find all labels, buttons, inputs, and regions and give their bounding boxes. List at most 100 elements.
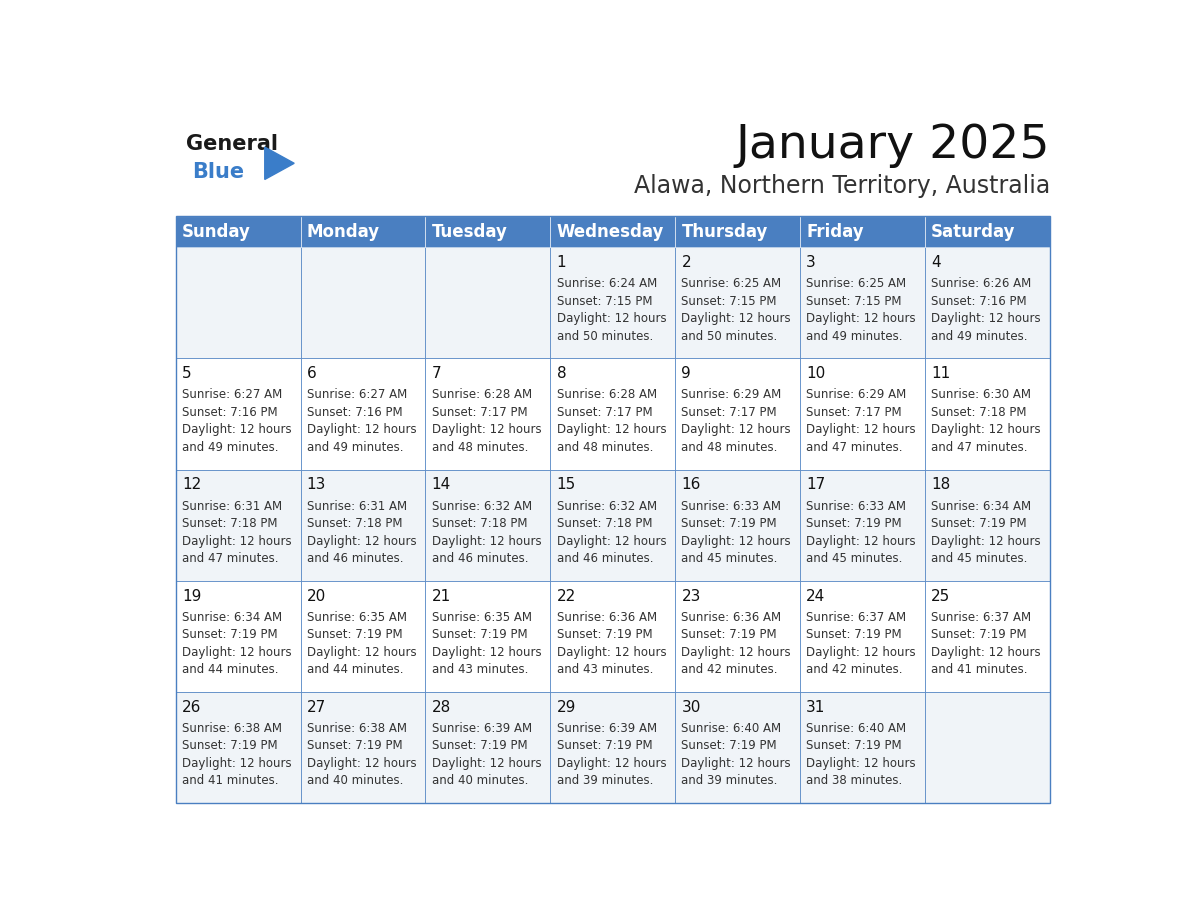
Bar: [301, 470, 425, 581]
Bar: [301, 581, 425, 692]
Text: Sunrise: 6:25 AM
Sunset: 7:15 PM
Daylight: 12 hours
and 50 minutes.: Sunrise: 6:25 AM Sunset: 7:15 PM Dayligh…: [682, 277, 791, 342]
Text: Sunrise: 6:39 AM
Sunset: 7:19 PM
Daylight: 12 hours
and 39 minutes.: Sunrise: 6:39 AM Sunset: 7:19 PM Dayligh…: [556, 722, 666, 788]
Text: Sunrise: 6:37 AM
Sunset: 7:19 PM
Daylight: 12 hours
and 41 minutes.: Sunrise: 6:37 AM Sunset: 7:19 PM Dayligh…: [931, 610, 1041, 677]
Text: Tuesday: Tuesday: [431, 223, 507, 241]
Bar: [800, 217, 925, 247]
Text: Sunrise: 6:39 AM
Sunset: 7:19 PM
Daylight: 12 hours
and 40 minutes.: Sunrise: 6:39 AM Sunset: 7:19 PM Dayligh…: [431, 722, 542, 788]
Text: Sunrise: 6:29 AM
Sunset: 7:17 PM
Daylight: 12 hours
and 48 minutes.: Sunrise: 6:29 AM Sunset: 7:17 PM Dayligh…: [682, 388, 791, 453]
Bar: [425, 247, 550, 358]
Text: 28: 28: [431, 700, 451, 715]
Bar: [176, 247, 301, 358]
Text: 21: 21: [431, 588, 451, 603]
Bar: [925, 217, 1050, 247]
Text: Blue: Blue: [192, 162, 244, 182]
Text: 27: 27: [307, 700, 326, 715]
Bar: [550, 692, 675, 803]
Text: Sunrise: 6:37 AM
Sunset: 7:19 PM
Daylight: 12 hours
and 42 minutes.: Sunrise: 6:37 AM Sunset: 7:19 PM Dayligh…: [807, 610, 916, 677]
Bar: [425, 358, 550, 470]
Text: 26: 26: [182, 700, 201, 715]
Text: Sunrise: 6:34 AM
Sunset: 7:19 PM
Daylight: 12 hours
and 45 minutes.: Sunrise: 6:34 AM Sunset: 7:19 PM Dayligh…: [931, 499, 1041, 565]
Bar: [675, 247, 800, 358]
Bar: [425, 470, 550, 581]
Text: General: General: [185, 134, 278, 154]
Text: January 2025: January 2025: [735, 123, 1050, 168]
Bar: [425, 692, 550, 803]
Text: 2: 2: [682, 255, 691, 270]
Bar: [925, 358, 1050, 470]
Text: Sunrise: 6:35 AM
Sunset: 7:19 PM
Daylight: 12 hours
and 43 minutes.: Sunrise: 6:35 AM Sunset: 7:19 PM Dayligh…: [431, 610, 542, 677]
Bar: [925, 581, 1050, 692]
Bar: [425, 581, 550, 692]
Text: Sunrise: 6:40 AM
Sunset: 7:19 PM
Daylight: 12 hours
and 38 minutes.: Sunrise: 6:40 AM Sunset: 7:19 PM Dayligh…: [807, 722, 916, 788]
Text: 29: 29: [556, 700, 576, 715]
Text: 12: 12: [182, 477, 201, 492]
Text: 31: 31: [807, 700, 826, 715]
Text: Sunrise: 6:40 AM
Sunset: 7:19 PM
Daylight: 12 hours
and 39 minutes.: Sunrise: 6:40 AM Sunset: 7:19 PM Dayligh…: [682, 722, 791, 788]
Text: 25: 25: [931, 588, 950, 603]
Text: 20: 20: [307, 588, 326, 603]
Text: Sunrise: 6:33 AM
Sunset: 7:19 PM
Daylight: 12 hours
and 45 minutes.: Sunrise: 6:33 AM Sunset: 7:19 PM Dayligh…: [807, 499, 916, 565]
Text: 5: 5: [182, 366, 191, 381]
Text: 15: 15: [556, 477, 576, 492]
Text: Monday: Monday: [307, 223, 380, 241]
Text: 24: 24: [807, 588, 826, 603]
Text: 16: 16: [682, 477, 701, 492]
Bar: [925, 247, 1050, 358]
Text: Sunrise: 6:34 AM
Sunset: 7:19 PM
Daylight: 12 hours
and 44 minutes.: Sunrise: 6:34 AM Sunset: 7:19 PM Dayligh…: [182, 610, 291, 677]
Text: Sunrise: 6:27 AM
Sunset: 7:16 PM
Daylight: 12 hours
and 49 minutes.: Sunrise: 6:27 AM Sunset: 7:16 PM Dayligh…: [182, 388, 291, 453]
Bar: [800, 358, 925, 470]
Text: 11: 11: [931, 366, 950, 381]
Bar: [301, 247, 425, 358]
Text: 4: 4: [931, 255, 941, 270]
Bar: [550, 358, 675, 470]
Text: Alawa, Northern Territory, Australia: Alawa, Northern Territory, Australia: [633, 174, 1050, 198]
Bar: [550, 470, 675, 581]
Text: Sunrise: 6:31 AM
Sunset: 7:18 PM
Daylight: 12 hours
and 46 minutes.: Sunrise: 6:31 AM Sunset: 7:18 PM Dayligh…: [307, 499, 416, 565]
Text: 13: 13: [307, 477, 327, 492]
Bar: [301, 217, 425, 247]
Text: Sunrise: 6:31 AM
Sunset: 7:18 PM
Daylight: 12 hours
and 47 minutes.: Sunrise: 6:31 AM Sunset: 7:18 PM Dayligh…: [182, 499, 291, 565]
Bar: [176, 217, 1050, 803]
Text: Friday: Friday: [807, 223, 864, 241]
Bar: [425, 217, 550, 247]
Bar: [176, 581, 301, 692]
Bar: [675, 692, 800, 803]
Text: Sunday: Sunday: [182, 223, 251, 241]
Bar: [675, 470, 800, 581]
Text: 18: 18: [931, 477, 950, 492]
Text: 1: 1: [556, 255, 567, 270]
Bar: [176, 358, 301, 470]
Text: Sunrise: 6:33 AM
Sunset: 7:19 PM
Daylight: 12 hours
and 45 minutes.: Sunrise: 6:33 AM Sunset: 7:19 PM Dayligh…: [682, 499, 791, 565]
Text: Sunrise: 6:38 AM
Sunset: 7:19 PM
Daylight: 12 hours
and 41 minutes.: Sunrise: 6:38 AM Sunset: 7:19 PM Dayligh…: [182, 722, 291, 788]
Text: Sunrise: 6:28 AM
Sunset: 7:17 PM
Daylight: 12 hours
and 48 minutes.: Sunrise: 6:28 AM Sunset: 7:17 PM Dayligh…: [556, 388, 666, 453]
Text: 30: 30: [682, 700, 701, 715]
Text: Sunrise: 6:38 AM
Sunset: 7:19 PM
Daylight: 12 hours
and 40 minutes.: Sunrise: 6:38 AM Sunset: 7:19 PM Dayligh…: [307, 722, 416, 788]
Text: Sunrise: 6:35 AM
Sunset: 7:19 PM
Daylight: 12 hours
and 44 minutes.: Sunrise: 6:35 AM Sunset: 7:19 PM Dayligh…: [307, 610, 416, 677]
Bar: [301, 692, 425, 803]
Text: 8: 8: [556, 366, 567, 381]
Bar: [176, 470, 301, 581]
Bar: [800, 692, 925, 803]
Bar: [176, 217, 301, 247]
Text: Sunrise: 6:29 AM
Sunset: 7:17 PM
Daylight: 12 hours
and 47 minutes.: Sunrise: 6:29 AM Sunset: 7:17 PM Dayligh…: [807, 388, 916, 453]
Text: Wednesday: Wednesday: [556, 223, 664, 241]
Bar: [675, 358, 800, 470]
Text: 7: 7: [431, 366, 441, 381]
Text: 3: 3: [807, 255, 816, 270]
Text: 14: 14: [431, 477, 451, 492]
Text: Sunrise: 6:36 AM
Sunset: 7:19 PM
Daylight: 12 hours
and 42 minutes.: Sunrise: 6:36 AM Sunset: 7:19 PM Dayligh…: [682, 610, 791, 677]
Bar: [800, 247, 925, 358]
Polygon shape: [265, 147, 295, 179]
Text: Sunrise: 6:30 AM
Sunset: 7:18 PM
Daylight: 12 hours
and 47 minutes.: Sunrise: 6:30 AM Sunset: 7:18 PM Dayligh…: [931, 388, 1041, 453]
Text: Sunrise: 6:27 AM
Sunset: 7:16 PM
Daylight: 12 hours
and 49 minutes.: Sunrise: 6:27 AM Sunset: 7:16 PM Dayligh…: [307, 388, 416, 453]
Text: 10: 10: [807, 366, 826, 381]
Bar: [550, 217, 675, 247]
Bar: [176, 692, 301, 803]
Text: Sunrise: 6:32 AM
Sunset: 7:18 PM
Daylight: 12 hours
and 46 minutes.: Sunrise: 6:32 AM Sunset: 7:18 PM Dayligh…: [431, 499, 542, 565]
Text: 9: 9: [682, 366, 691, 381]
Text: 22: 22: [556, 588, 576, 603]
Bar: [301, 358, 425, 470]
Bar: [550, 247, 675, 358]
Bar: [675, 217, 800, 247]
Bar: [675, 581, 800, 692]
